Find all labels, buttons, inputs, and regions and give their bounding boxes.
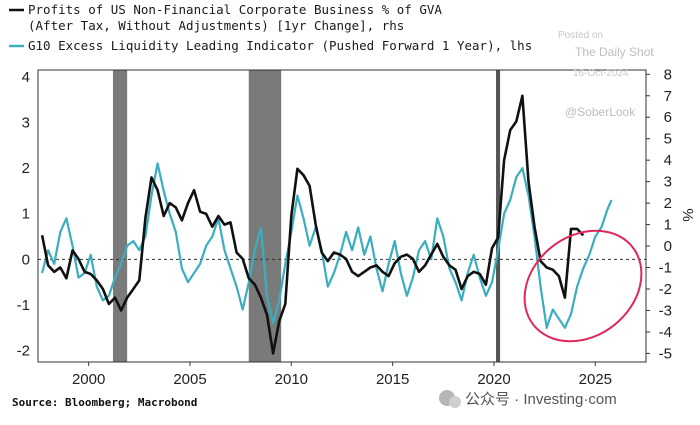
x-tick-label: 2010 bbox=[275, 371, 308, 388]
highlight-ellipse bbox=[523, 229, 643, 343]
series-line-profits bbox=[40, 94, 585, 355]
recession-band bbox=[248, 70, 282, 362]
right-tick-label: 0 bbox=[664, 238, 672, 255]
right-tick-label: -4 bbox=[659, 324, 672, 341]
plot-frame bbox=[37, 69, 647, 363]
legend-label-profits-line1: Profits of US Non-Financial Corporate Bu… bbox=[28, 2, 442, 17]
watermark-date: 16-Oct-2024 bbox=[573, 68, 629, 79]
left-tick-label: 2 bbox=[22, 160, 30, 177]
x-tick-label: 2015 bbox=[376, 371, 409, 388]
series-layer bbox=[40, 94, 613, 355]
left-tick-label: 0 bbox=[22, 251, 30, 268]
right-tick-label: 1 bbox=[664, 217, 672, 234]
footer-brand: 公众号 · Investing·com bbox=[439, 390, 617, 408]
watermark-publisher: The Daily Shot bbox=[575, 45, 654, 59]
legend-label-profits-line2: (After Tax, Without Adjustments) [1yr Ch… bbox=[28, 18, 404, 33]
right-tick-label: -3 bbox=[659, 302, 672, 319]
x-tick-label: 2020 bbox=[477, 371, 510, 388]
watermark-posted-on: Posted on bbox=[558, 30, 603, 41]
source-note: Source: Bloomberg; Macrobond bbox=[12, 396, 197, 409]
right-tick-label: 3 bbox=[664, 174, 672, 191]
right-tick-label: 6 bbox=[664, 109, 672, 126]
left-tick-label: 1 bbox=[22, 206, 30, 223]
left-tick-label: 4 bbox=[22, 69, 30, 86]
right-tick-label: -2 bbox=[659, 281, 672, 298]
right-tick-label: 7 bbox=[664, 88, 672, 105]
right-tick-label: -5 bbox=[659, 345, 672, 362]
recession-band bbox=[496, 70, 501, 362]
series-line-liquidity bbox=[41, 162, 613, 329]
left-tick-label: -1 bbox=[17, 297, 30, 314]
recession-band bbox=[112, 70, 128, 362]
right-tick-label: 2 bbox=[664, 195, 672, 212]
x-axis: 2000 2005 2010 2015 2020 2025 bbox=[72, 362, 612, 388]
watermark-handle: @SoberLook bbox=[565, 105, 636, 119]
right-tick-label: 4 bbox=[664, 152, 672, 169]
right-axis: 8 7 6 5 4 3 2 1 0 -1 -2 -3 -4 -5 bbox=[646, 66, 672, 362]
right-axis-unit: % bbox=[679, 208, 696, 221]
x-tick-label: 2025 bbox=[579, 371, 612, 388]
watermark: Posted on The Daily Shot 16-Oct-2024 @So… bbox=[558, 30, 654, 119]
footer-brand-text: 公众号 · Investing·com bbox=[465, 391, 617, 408]
left-axis: 4 3 2 1 0 -1 -2 bbox=[17, 69, 30, 360]
x-tick-label: 2005 bbox=[173, 371, 206, 388]
legend-label-liquidity: G10 Excess Liquidity Leading Indicator (… bbox=[28, 38, 532, 53]
left-tick-label: -2 bbox=[17, 343, 30, 360]
wechat-icon-bubble bbox=[449, 396, 461, 408]
x-tick-label: 2000 bbox=[72, 371, 105, 388]
right-tick-label: 8 bbox=[664, 66, 672, 83]
left-tick-label: 3 bbox=[22, 114, 30, 131]
right-tick-label: -1 bbox=[659, 260, 672, 277]
right-tick-label: 5 bbox=[664, 131, 672, 148]
legend: Profits of US Non-Financial Corporate Bu… bbox=[9, 2, 532, 53]
